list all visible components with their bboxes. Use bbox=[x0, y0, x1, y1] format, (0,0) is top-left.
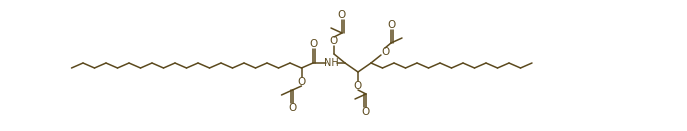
Text: O: O bbox=[338, 10, 346, 20]
Text: O: O bbox=[297, 77, 306, 87]
Text: O: O bbox=[289, 103, 297, 113]
Text: O: O bbox=[382, 47, 390, 57]
Text: O: O bbox=[309, 39, 317, 49]
Text: O: O bbox=[330, 36, 338, 46]
Text: O: O bbox=[362, 107, 370, 117]
Text: O: O bbox=[354, 81, 362, 91]
Text: NH: NH bbox=[324, 58, 339, 68]
Text: O: O bbox=[387, 20, 395, 30]
